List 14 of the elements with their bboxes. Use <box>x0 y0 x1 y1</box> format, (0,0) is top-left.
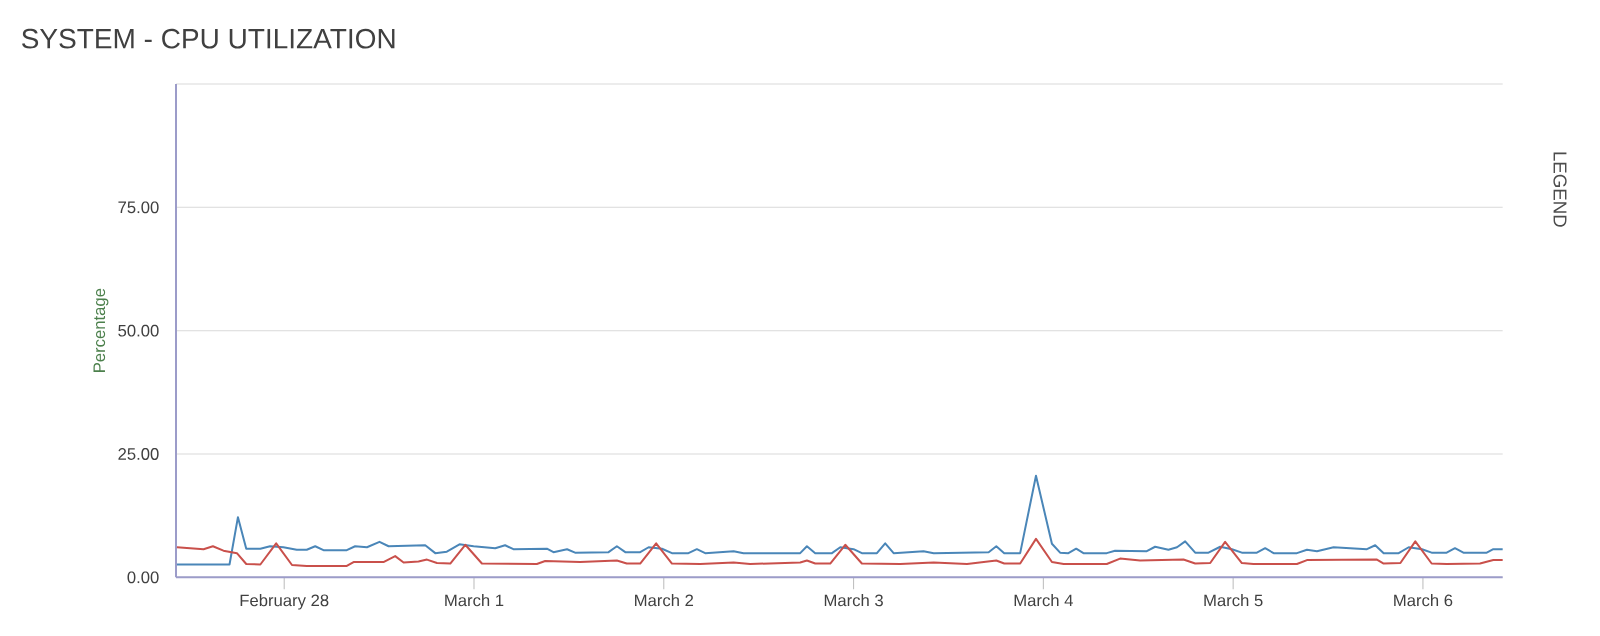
x-tick-label: March 3 <box>824 594 883 607</box>
x-tick-label: March 4 <box>1014 594 1073 607</box>
x-tick-label: March 2 <box>635 594 694 607</box>
text: LEGEND <box>1553 152 1567 227</box>
x-tick-label: March 1 <box>445 594 504 607</box>
y-axis-title: Percentage <box>93 288 109 372</box>
x-tick-label: February 28 <box>240 594 329 610</box>
y-tick-label: 25.00 <box>118 448 159 460</box>
y-tick-label: 50.00 <box>118 324 159 337</box>
y-tick-label: 75.00 <box>118 201 159 214</box>
x-tick-label: March 5 <box>1204 594 1263 607</box>
chart-title: SYSTEM - CPU UTILIZATION <box>21 28 395 49</box>
y-tick-label: 0.00 <box>127 571 159 584</box>
x-tick-label: March 6 <box>1394 594 1453 607</box>
